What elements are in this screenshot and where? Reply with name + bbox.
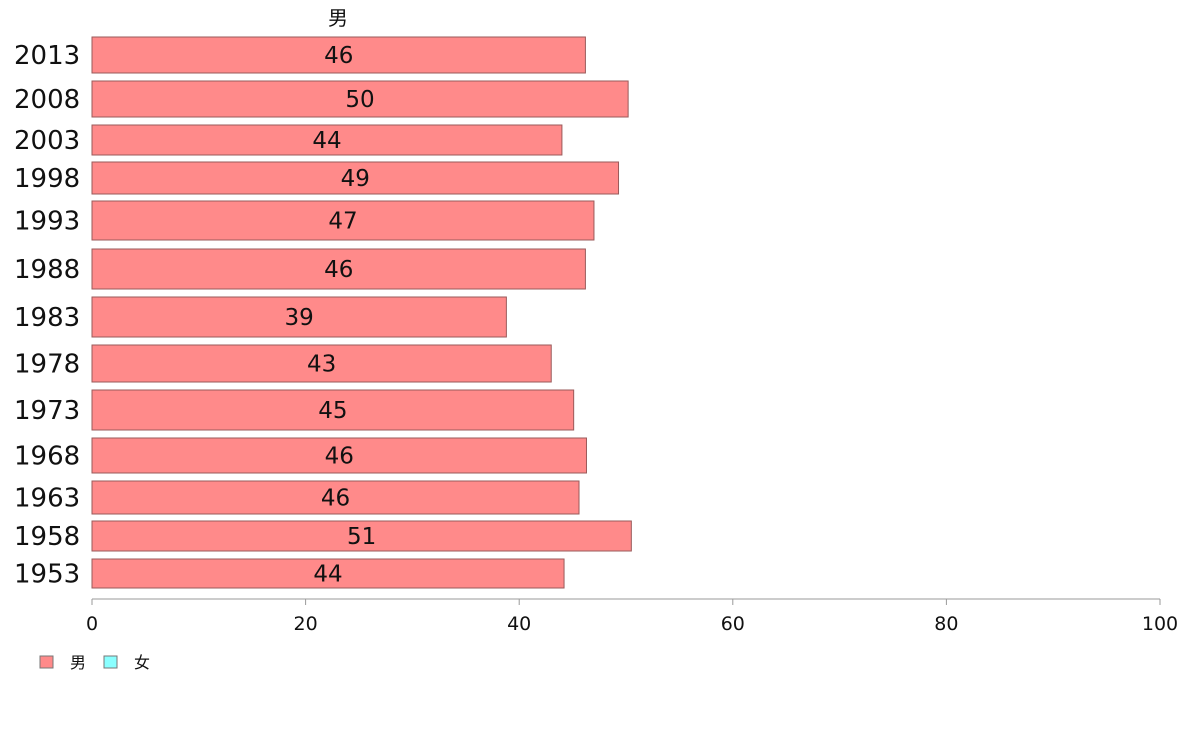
category-label-1968: 1968: [14, 442, 80, 472]
category-label-1988: 1988: [14, 255, 80, 285]
data-label-2008: 50: [345, 87, 374, 113]
category-label-1993: 1993: [14, 207, 80, 237]
bar-1963: [91, 480, 580, 515]
category-label-2003: 2003: [14, 126, 80, 156]
bar-2013: [91, 36, 586, 74]
x-tick-label-40: 40: [507, 613, 531, 635]
category-label-1973: 1973: [14, 396, 80, 426]
category-label-1963: 1963: [14, 484, 80, 514]
x-tick-label-20: 20: [294, 613, 318, 635]
series-title: 男: [328, 6, 348, 30]
category-label-1998: 1998: [14, 164, 80, 194]
category-label-1953: 1953: [14, 560, 80, 590]
bar-1973: [91, 389, 575, 431]
legend: 男女: [39, 653, 150, 672]
data-label-1998: 49: [341, 166, 370, 192]
bar-2008: [91, 80, 629, 118]
category-label-1978: 1978: [14, 350, 80, 380]
category-labels: 2013 2008 2003 1998 1993 1988 1983 1978 1973 1968…: [14, 41, 80, 590]
data-label-1993: 47: [328, 209, 357, 235]
bar-1998: [91, 161, 620, 195]
data-label-1973: 45: [318, 398, 347, 424]
legend-swatch-0: [39, 655, 54, 669]
x-tick-label-60: 60: [721, 613, 745, 635]
x-tick-label-100: 100: [1142, 613, 1178, 635]
bar-1978: [91, 344, 552, 383]
data-label-1983: 39: [285, 305, 314, 331]
category-label-1958: 1958: [14, 522, 80, 552]
data-label-1978: 43: [307, 352, 336, 378]
data-label-2003: 44: [312, 128, 341, 154]
bars-group: [91, 36, 632, 589]
category-label-1983: 1983: [14, 303, 80, 333]
legend-swatch-1: [103, 655, 118, 669]
bar-1958: [91, 520, 632, 552]
category-label-2008: 2008: [14, 85, 80, 115]
x-tick-label-0: 0: [86, 613, 98, 635]
x-axis: 0 20 40 60 80 100: [86, 598, 1178, 635]
data-label-1968: 46: [325, 444, 354, 470]
data-label-2013: 46: [324, 43, 353, 69]
bar-1968: [91, 437, 587, 474]
data-label-1953: 44: [313, 562, 342, 588]
data-label-1963: 46: [321, 486, 350, 512]
data-label-1988: 46: [324, 257, 353, 283]
bar-1988: [91, 248, 586, 290]
legend-label-1: 女: [134, 653, 150, 672]
legend-label-0: 男: [70, 653, 86, 672]
bar-1953: [91, 558, 565, 589]
x-tick-label-80: 80: [934, 613, 958, 635]
bar-2003: [91, 124, 563, 156]
data-label-1958: 51: [347, 524, 376, 550]
category-label-2013: 2013: [14, 41, 80, 71]
bar-1993: [91, 200, 595, 241]
bar-1983: [91, 296, 507, 338]
